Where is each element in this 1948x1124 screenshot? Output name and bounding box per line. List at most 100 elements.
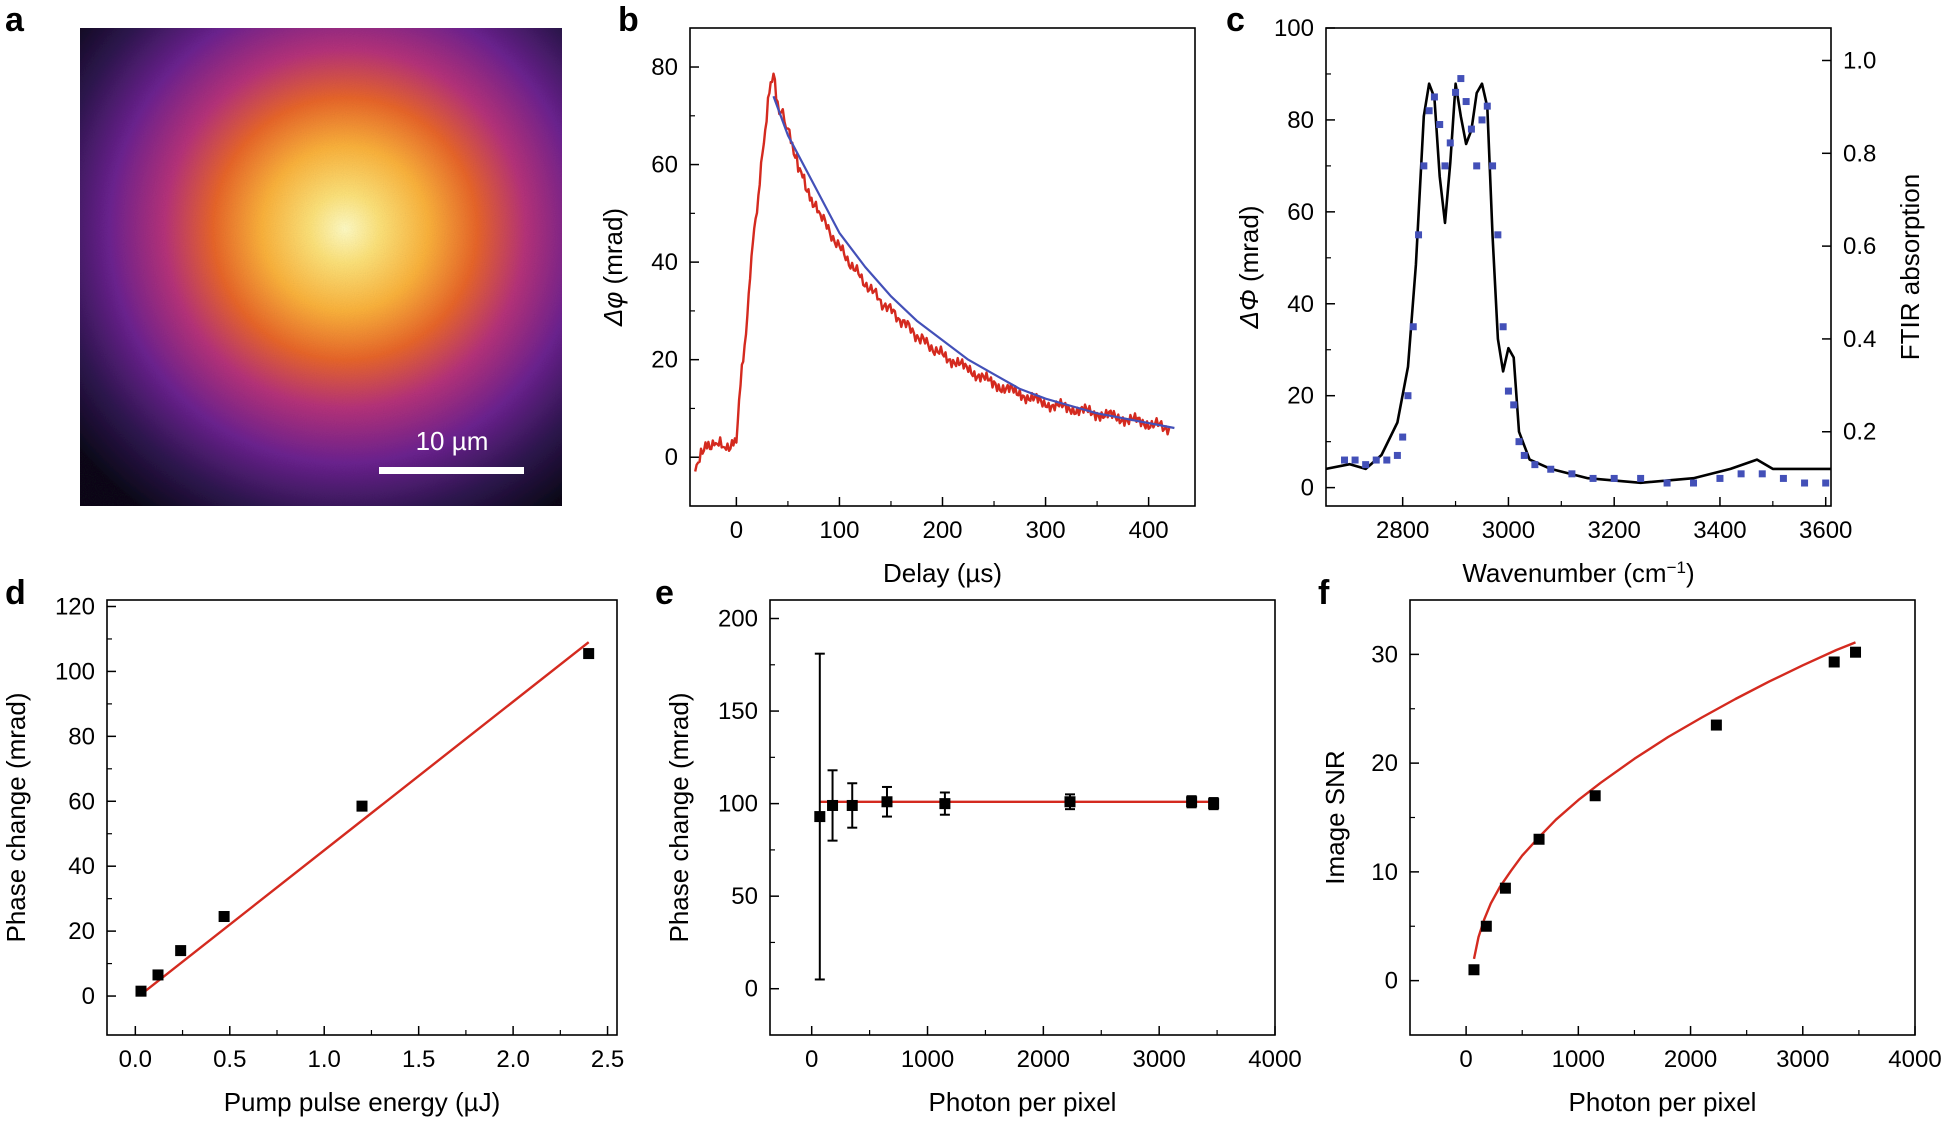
phase-point <box>1779 474 1787 482</box>
data-point <box>1468 964 1480 976</box>
y2-tick-label: 0.4 <box>1843 326 1876 353</box>
phase-point <box>1690 479 1698 487</box>
y-tick-label: 0 <box>1385 968 1398 995</box>
data-point <box>1208 798 1220 810</box>
x-tick-label: 100 <box>819 517 859 544</box>
y-axis-symbol: Δφ <box>598 292 628 327</box>
data-point <box>1480 920 1492 932</box>
x-tick-label: 400 <box>1129 517 1169 544</box>
data-point <box>814 811 826 823</box>
thermal-image-noise <box>80 28 562 506</box>
phase-point <box>1568 470 1576 478</box>
plot-frame <box>1325 27 1832 507</box>
scale-bar <box>379 467 524 474</box>
y2-tick-label: 0.6 <box>1843 233 1876 260</box>
phase-point <box>1452 88 1460 96</box>
measured-trace <box>694 72 1171 472</box>
phase-point <box>1483 102 1491 110</box>
data-point <box>583 648 595 660</box>
phase-point <box>1637 474 1645 482</box>
data-point <box>846 799 858 811</box>
y-tick-label: 20 <box>68 918 95 945</box>
chart-e: 0 1000 2000 3000 4000 0 50 100 150 200 Photon per … <box>664 599 1302 1117</box>
x-tick-label: 2000 <box>1664 1046 1717 1073</box>
phase-point <box>1457 75 1465 83</box>
phase-point <box>1478 116 1486 124</box>
x-axis-title: Photon per pixel <box>1569 1087 1757 1117</box>
y-tick-label: 10 <box>1371 859 1398 886</box>
x-axis-title-main: Wavenumber (cm <box>1462 558 1666 588</box>
x-tick-label: 3000 <box>1132 1046 1185 1073</box>
y-tick-label: 20 <box>651 347 678 374</box>
y2-tick-label: 1.0 <box>1843 47 1876 74</box>
x-tick-label: 3400 <box>1693 517 1746 544</box>
phase-point <box>1547 465 1555 473</box>
phase-point <box>1494 231 1502 239</box>
phase-point <box>1467 125 1475 133</box>
y-axis-unit: (mrad) <box>1234 206 1264 290</box>
panel-letter-c: c <box>1226 1 1245 39</box>
phase-point <box>1531 461 1539 469</box>
data-point <box>175 945 187 957</box>
phase-point <box>1430 93 1438 101</box>
data-point <box>152 969 164 981</box>
x-tick-label: 1000 <box>1552 1046 1605 1073</box>
panel-letter-d: d <box>5 574 26 612</box>
data-point <box>1064 796 1076 808</box>
y-tick-label: 80 <box>68 723 95 750</box>
phase-point <box>1441 162 1449 170</box>
x-tick-label: 3000 <box>1482 517 1535 544</box>
phase-point <box>1372 456 1380 464</box>
plot-frame <box>689 27 1196 507</box>
scale-bar-label: 10 µm <box>416 426 489 456</box>
y-tick-label: 20 <box>1287 383 1314 410</box>
phase-point <box>1383 456 1391 464</box>
x-axis-title: Wavenumber (cm−1) <box>1462 558 1694 589</box>
chart-b: 0 100 200 300 400 0 20 40 60 80 Delay (µs) Δφ (mrad… <box>598 27 1196 588</box>
y-tick-label: 50 <box>731 883 758 910</box>
x-tick-label: 200 <box>922 517 962 544</box>
phase-point <box>1801 479 1809 487</box>
x-tick-label: 2.5 <box>591 1046 624 1073</box>
x-tick-label: 0.5 <box>213 1046 246 1073</box>
phase-point <box>1515 438 1523 446</box>
chart-c: 2800 3000 3200 3400 3600 0 20 40 60 80 100 Wavenumb… <box>1234 15 1925 588</box>
y-tick-label: 40 <box>1287 291 1314 318</box>
x-tick-label: 4000 <box>1248 1046 1301 1073</box>
y-axis-title: ΔΦ (mrad) <box>1234 206 1264 330</box>
y-tick-label: 100 <box>55 658 95 685</box>
plot-frame <box>769 599 1276 1036</box>
phase-point <box>1716 474 1724 482</box>
y-axis-title: Δφ (mrad) <box>598 208 628 327</box>
x-tick-label: 1000 <box>901 1046 954 1073</box>
data-point <box>1186 796 1198 808</box>
phase-point <box>1737 470 1745 478</box>
phase-point <box>1404 392 1412 400</box>
phase-point <box>1473 162 1481 170</box>
phase-point <box>1425 107 1433 115</box>
data-point <box>1499 882 1511 894</box>
phase-point <box>1663 479 1671 487</box>
phase-point <box>1409 323 1417 331</box>
x-tick-label: 2.0 <box>496 1046 529 1073</box>
fit-line <box>140 641 590 996</box>
x-tick-label: 4000 <box>1888 1046 1941 1073</box>
chart-d: 0.0 0.5 1.0 1.5 2.0 2.5 0 20 40 60 80 100 120 Pump pu… <box>1 593 624 1117</box>
y-tick-label: 80 <box>651 54 678 81</box>
y-axis-title: Phase change (mrad) <box>1 692 31 942</box>
y-tick-label: 60 <box>68 788 95 815</box>
x-axis-title: Pump pulse energy (µJ) <box>224 1087 501 1117</box>
data-point <box>356 800 368 812</box>
y-tick-label: 0 <box>665 444 678 471</box>
y-tick-label: 40 <box>651 249 678 276</box>
y-tick-label: 20 <box>1371 750 1398 777</box>
y-tick-label: 30 <box>1371 641 1398 668</box>
x-tick-label: 2000 <box>1017 1046 1070 1073</box>
y-tick-label: 200 <box>718 606 758 633</box>
panel-letter-b: b <box>618 1 639 39</box>
phase-point <box>1341 456 1349 464</box>
y2-tick-label: 0.2 <box>1843 419 1876 446</box>
x-tick-label: 0 <box>805 1046 818 1073</box>
data-point <box>1850 646 1862 658</box>
x-tick-label: 3000 <box>1776 1046 1829 1073</box>
